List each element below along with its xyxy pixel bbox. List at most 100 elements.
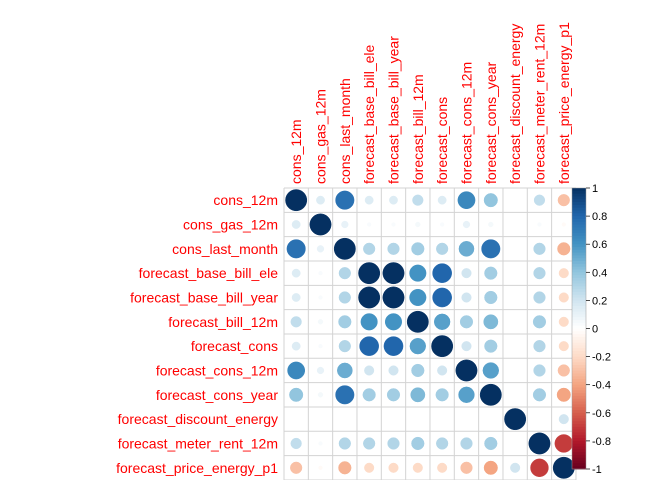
colorbar-segment (572, 336, 586, 341)
row-label-cons_last_month: cons_last_month (172, 241, 278, 257)
colorbar-segment (572, 356, 586, 360)
row-labels: cons_12m cons_gas_12m cons_last_monthforec… (116, 192, 278, 476)
colorbar-segment (572, 466, 586, 470)
colorbar-segment (572, 207, 586, 211)
colorbar-segment (572, 404, 586, 408)
corr-circle-cons_12m-forecast_cons (437, 195, 447, 205)
corr-circle-forecast_cons-cons_last_month (338, 340, 351, 353)
corr-circle-forecast_bill_12m-cons_last_month (338, 315, 352, 329)
corr-circle-forecast_price_energy_p1-forecast_price_energy_p1 (552, 456, 575, 479)
corr-circle-cons_12m-cons_12m (285, 189, 308, 212)
colorbar-segment (572, 348, 586, 352)
column-label-forecast_cons: forecast_cons (434, 97, 450, 184)
corr-circle-cons_last_month-forecast_base_bill_year (387, 242, 400, 255)
colorbar-segment (572, 367, 586, 372)
corr-circle-forecast_cons_year-forecast_base_bill_year (386, 388, 401, 402)
colorbar-segment (572, 232, 586, 237)
corr-circle-forecast_meter_rent_12m-forecast_base_bill_ele (363, 437, 376, 450)
colorbar-segment (572, 401, 586, 405)
corr-circle-cons_gas_12m-forecast_cons_year (488, 221, 494, 228)
corr-circle-forecast_cons-cons_gas_12m (318, 344, 323, 349)
colorbar-segment (572, 283, 586, 287)
row-label-forecast_base_bill_ele: forecast_base_bill_ele (139, 265, 279, 281)
colorbar-segment (572, 213, 586, 217)
colorbar-tick-label: -0.8 (592, 436, 611, 448)
corr-circle-forecast_cons_year-cons_gas_12m (317, 392, 324, 398)
corr-circle-forecast_cons_12m-forecast_base_bill_ele (364, 365, 375, 376)
corr-circle-cons_last_month-forecast_bill_12m (411, 242, 425, 256)
colorbar-segment (572, 421, 586, 425)
column-label-cons_gas_12m: cons_gas_12m (312, 89, 328, 184)
colorbar-segment (572, 230, 586, 234)
colorbar-tick-label: -0.4 (592, 380, 611, 392)
colorbar-segment (572, 331, 586, 335)
corr-circle-forecast_base_bill_year-forecast_price_energy_p1 (558, 292, 569, 303)
column-label-forecast_cons_year: forecast_cons_year (483, 61, 499, 184)
colorbar-segment (572, 224, 586, 228)
corr-circle-forecast_cons_year-forecast_bill_12m (410, 387, 426, 403)
row-label-forecast_cons_12m: forecast_cons_12m (156, 362, 278, 378)
colorbar-segment (572, 359, 586, 363)
corr-circle-forecast_discount_energy-forecast_price_energy_p1 (558, 414, 569, 425)
colorbar-segment (572, 353, 586, 358)
corr-circle-forecast_meter_rent_12m-forecast_base_bill_year (387, 437, 400, 450)
colorbar-segment (572, 342, 586, 346)
corr-circle-forecast_bill_12m-forecast_cons_year (483, 314, 499, 330)
colorbar-segment (572, 328, 586, 332)
corr-circle-forecast_base_bill_ele-forecast_cons_year (484, 266, 498, 280)
colorbar-segment (572, 255, 586, 259)
colorbar-tick-label: 0.2 (592, 295, 607, 307)
corr-circle-forecast_cons_year-forecast_cons_year (479, 383, 502, 406)
corr-circle-forecast_cons_12m-forecast_price_energy_p1 (557, 364, 570, 377)
corr-circle-forecast_cons_12m-forecast_meter_rent_12m (533, 364, 546, 377)
colorbar-segment (572, 314, 586, 318)
colorbar-segment (572, 325, 586, 329)
colorbar-segment (572, 457, 586, 462)
corr-circle-forecast_cons_12m-cons_last_month (337, 362, 353, 379)
row-label-forecast_cons: forecast_cons (191, 338, 278, 354)
colorbar-segment (572, 199, 586, 203)
colorbar: 1 0.8 0.6 0.4 0.2 0 -0.2 -0.4 -0.6 -0.8 -1 (571, 183, 611, 476)
corr-circle-cons_last_month-forecast_price_energy_p1 (557, 242, 571, 256)
row-label-forecast_bill_12m: forecast_bill_12m (168, 314, 278, 330)
colorbar-segment (572, 454, 586, 459)
colorbar-segment (572, 275, 586, 279)
column-label-forecast_price_energy_p1: forecast_price_energy_p1 (556, 22, 572, 184)
colorbar-tick-label: 0.8 (592, 211, 607, 223)
colorbar-segment (572, 418, 586, 422)
colorbar-segment (572, 204, 586, 209)
colorbar-segment (572, 440, 586, 445)
row-label-forecast_base_bill_year: forecast_base_bill_year (130, 289, 278, 305)
corr-circle-cons_12m-forecast_price_energy_p1 (557, 194, 570, 207)
colorbar-segment (572, 294, 586, 299)
corr-circle-forecast_bill_12m-forecast_base_bill_ele (360, 313, 378, 331)
colorbar-segment (572, 460, 586, 464)
colorbar-segment (572, 238, 586, 242)
corr-circle-forecast_cons_12m-cons_gas_12m (316, 366, 325, 375)
colorbar-segment (572, 345, 586, 349)
colorbar-segment (572, 452, 586, 456)
corr-circle-forecast_meter_rent_12m-forecast_bill_12m (411, 436, 425, 451)
corr-circle-forecast_cons-forecast_cons (431, 335, 454, 358)
column-label-forecast_base_bill_year: forecast_base_bill_year (385, 36, 401, 184)
corr-circle-forecast_cons_12m-forecast_bill_12m (411, 363, 425, 378)
colorbar-segment (572, 252, 586, 256)
corr-circle-cons_last_month-forecast_cons_year (481, 239, 501, 259)
colorbar-segment (572, 261, 586, 265)
colorbar-tick-label: 0.4 (592, 267, 607, 279)
corr-circle-cons_gas_12m-forecast_meter_rent_12m (537, 222, 542, 227)
colorbar-segment (572, 429, 586, 433)
colorbar-segment (572, 235, 586, 240)
corr-circle-forecast_cons_12m-cons_12m (287, 361, 306, 380)
corr-circle-forecast_base_bill_year-cons_last_month (338, 291, 351, 304)
colorbar-segment (572, 317, 586, 321)
colorbar-segment (572, 258, 586, 262)
colorbar-segment (572, 286, 586, 290)
corr-circle-cons_last_month-forecast_meter_rent_12m (533, 242, 546, 255)
colorbar-segment (572, 365, 586, 369)
corr-circle-forecast_base_bill_ele-forecast_bill_12m (409, 264, 427, 282)
corr-circle-forecast_meter_rent_12m-forecast_cons_year (484, 436, 498, 451)
corr-circle-forecast_base_bill_year-forecast_cons (432, 287, 452, 308)
column-label-forecast_base_bill_ele: forecast_base_bill_ele (361, 44, 377, 184)
